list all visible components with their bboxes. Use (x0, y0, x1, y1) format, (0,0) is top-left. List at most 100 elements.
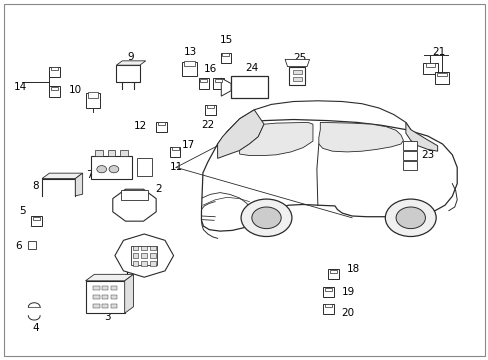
Bar (95, 150, 103, 156)
Circle shape (385, 199, 435, 237)
Bar (198, 78, 209, 89)
Polygon shape (42, 173, 82, 179)
Bar (87, 92, 98, 98)
Bar (289, 67, 305, 85)
Text: 6: 6 (15, 240, 21, 251)
Circle shape (251, 207, 281, 229)
Text: 20: 20 (341, 308, 354, 318)
Polygon shape (217, 110, 264, 158)
Bar (150, 261, 156, 266)
Text: 10: 10 (69, 85, 82, 95)
Bar (329, 270, 336, 273)
Bar (93, 303, 100, 308)
Bar (93, 294, 100, 300)
Bar (116, 65, 140, 82)
Polygon shape (75, 173, 82, 196)
Polygon shape (85, 274, 133, 281)
Text: 15: 15 (220, 35, 233, 45)
Text: 24: 24 (244, 63, 258, 73)
Bar (110, 286, 117, 290)
Text: 16: 16 (203, 64, 217, 74)
Bar (33, 217, 40, 220)
Text: 18: 18 (346, 264, 359, 274)
Bar (402, 161, 416, 170)
Text: 13: 13 (183, 47, 197, 57)
Text: 21: 21 (431, 47, 445, 57)
Bar (28, 241, 36, 249)
Bar (110, 294, 117, 300)
Bar (206, 105, 213, 108)
Bar (323, 304, 333, 314)
Polygon shape (221, 78, 231, 96)
Polygon shape (405, 122, 437, 151)
Bar (141, 246, 147, 250)
Bar (156, 122, 166, 132)
Bar (93, 286, 100, 290)
Bar (200, 79, 207, 82)
Bar (292, 77, 301, 81)
Bar (292, 70, 301, 74)
Bar (110, 303, 117, 308)
Text: 19: 19 (341, 287, 354, 297)
Bar (323, 287, 333, 297)
Bar (102, 286, 108, 290)
Text: 25: 25 (292, 53, 306, 63)
Bar (121, 190, 148, 200)
Text: 12: 12 (134, 121, 147, 131)
Bar (31, 216, 42, 226)
Circle shape (97, 166, 106, 173)
Bar (327, 269, 338, 279)
Bar (107, 150, 115, 156)
Bar (182, 62, 197, 76)
Bar (49, 86, 60, 97)
Text: 17: 17 (182, 140, 195, 150)
Bar (150, 246, 156, 250)
Bar (132, 246, 138, 250)
Text: 2: 2 (155, 184, 162, 194)
Text: 5: 5 (20, 206, 26, 216)
Text: 4: 4 (32, 323, 39, 333)
Text: 1: 1 (123, 267, 130, 277)
Text: 23: 23 (421, 150, 434, 160)
Bar (150, 253, 156, 258)
Polygon shape (318, 122, 403, 152)
Text: 14: 14 (13, 82, 27, 92)
Bar (434, 72, 448, 84)
Text: 8: 8 (32, 181, 39, 192)
Bar (137, 158, 151, 176)
Bar (422, 63, 437, 74)
Bar (132, 261, 138, 266)
Polygon shape (115, 234, 173, 277)
Bar (141, 261, 147, 266)
Circle shape (109, 166, 119, 173)
Bar (231, 76, 267, 98)
Bar (132, 253, 138, 258)
Text: 7: 7 (86, 170, 93, 180)
Text: 9: 9 (127, 51, 134, 62)
Bar (49, 67, 60, 77)
Bar (169, 147, 180, 157)
Polygon shape (113, 189, 156, 221)
Bar (213, 78, 224, 89)
Bar (51, 67, 58, 70)
Bar (402, 151, 416, 160)
Bar (51, 86, 58, 90)
Polygon shape (131, 246, 157, 265)
Bar (85, 281, 124, 313)
Text: 22: 22 (201, 120, 214, 130)
Bar (425, 63, 434, 67)
Bar (325, 288, 331, 291)
Bar (436, 73, 446, 76)
Bar (220, 53, 231, 63)
Polygon shape (285, 59, 309, 67)
Bar (85, 93, 100, 108)
Polygon shape (124, 274, 133, 313)
Polygon shape (116, 61, 145, 65)
Bar (102, 294, 108, 300)
Text: 11: 11 (169, 162, 183, 172)
Polygon shape (239, 122, 312, 156)
Polygon shape (201, 120, 456, 231)
Bar (141, 253, 147, 258)
Circle shape (395, 207, 425, 229)
Text: 3: 3 (104, 312, 111, 322)
